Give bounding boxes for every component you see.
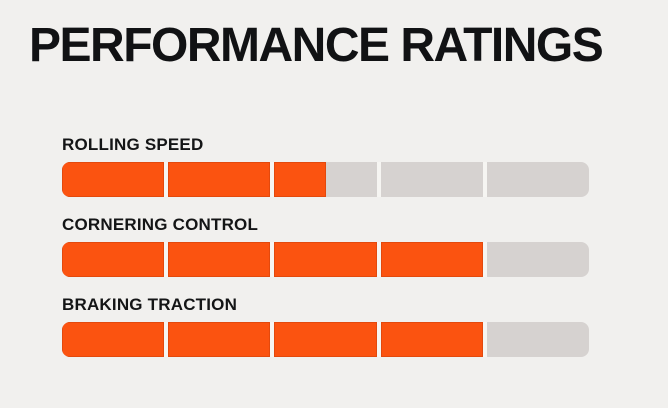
rating-bar [62,162,589,197]
rating-bar [62,322,589,357]
rating-fill [168,322,271,357]
rating-row-cornering-control: CORNERING CONTROL [62,216,589,277]
rating-segment [380,162,483,197]
rating-fill [380,242,483,277]
rating-segment [62,322,165,357]
rating-segment [486,162,589,197]
rating-segment [168,322,271,357]
ratings-list: ROLLING SPEED CORNERING CONTROL BRAKING … [62,136,589,376]
rating-segment [486,242,589,277]
rating-fill [62,322,165,357]
rating-segment [168,242,271,277]
rating-label: BRAKING TRACTION [62,295,238,314]
rating-segment [62,162,165,197]
rating-fill [62,162,165,197]
rating-fill [380,322,483,357]
rating-fill [274,322,377,357]
rating-segment [168,162,271,197]
rating-fill [274,162,326,197]
rating-row-braking-traction: BRAKING TRACTION [62,296,589,357]
rating-fill [274,242,377,277]
rating-segment [486,322,589,357]
rating-label: ROLLING SPEED [62,135,204,154]
rating-fill [168,242,271,277]
rating-segment [274,322,377,357]
rating-fill [168,162,271,197]
rating-segment [274,162,377,197]
rating-row-rolling-speed: ROLLING SPEED [62,136,589,197]
rating-bar [62,242,589,277]
rating-label: CORNERING CONTROL [62,215,259,234]
rating-segment [380,242,483,277]
rating-segment [380,322,483,357]
rating-fill [62,242,165,277]
page-title: PERFORMANCE RATINGS [29,19,604,72]
rating-segment [62,242,165,277]
rating-segment [274,242,377,277]
